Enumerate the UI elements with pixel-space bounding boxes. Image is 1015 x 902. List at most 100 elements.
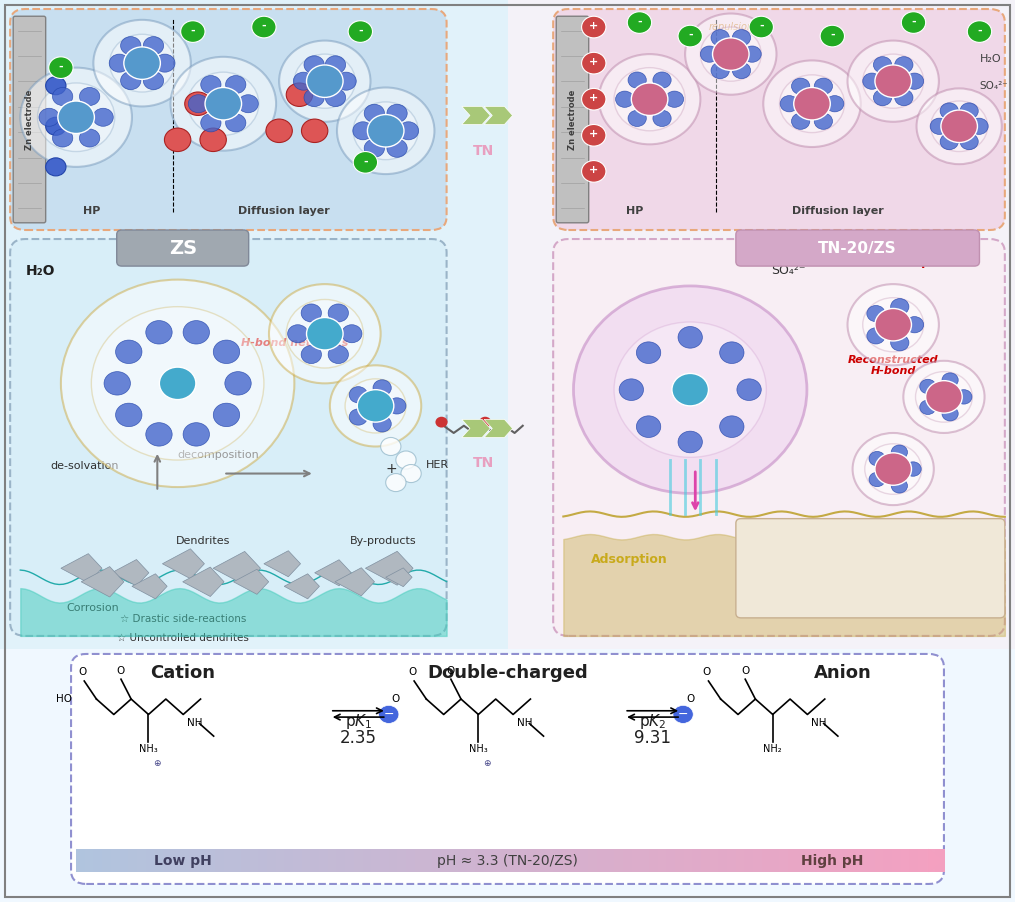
- Circle shape: [743, 46, 761, 62]
- Circle shape: [895, 57, 912, 73]
- Circle shape: [710, 62, 730, 78]
- Circle shape: [46, 117, 66, 135]
- Circle shape: [269, 284, 381, 383]
- Circle shape: [93, 20, 191, 106]
- Circle shape: [225, 76, 246, 94]
- Circle shape: [582, 124, 606, 146]
- Text: TN-20/ZS: TN-20/ZS: [818, 241, 897, 255]
- Bar: [753, 849, 763, 872]
- Circle shape: [388, 398, 406, 414]
- Circle shape: [213, 340, 240, 364]
- Bar: [508, 0, 1015, 649]
- Circle shape: [121, 71, 141, 89]
- Circle shape: [367, 115, 404, 147]
- Text: -: -: [59, 61, 63, 72]
- Circle shape: [875, 308, 911, 341]
- Circle shape: [294, 54, 355, 108]
- Bar: [145, 849, 155, 872]
- Circle shape: [916, 372, 972, 422]
- Circle shape: [940, 103, 958, 119]
- Circle shape: [224, 372, 251, 395]
- Circle shape: [183, 320, 209, 344]
- Circle shape: [960, 133, 978, 150]
- Bar: [397, 849, 407, 872]
- Bar: [293, 849, 302, 872]
- Circle shape: [732, 62, 750, 78]
- Text: decomposition: decomposition: [178, 450, 260, 460]
- Text: 9.31: 9.31: [634, 729, 671, 747]
- Bar: [492, 849, 502, 872]
- Bar: [675, 849, 685, 872]
- Circle shape: [337, 87, 434, 174]
- Bar: [137, 849, 146, 872]
- Circle shape: [287, 325, 308, 343]
- FancyBboxPatch shape: [117, 230, 249, 266]
- Bar: [709, 849, 720, 872]
- Polygon shape: [284, 574, 320, 599]
- Circle shape: [205, 87, 242, 120]
- Text: ☆ (002) oriented growth: ☆ (002) oriented growth: [751, 561, 862, 570]
- Polygon shape: [484, 106, 513, 124]
- Circle shape: [348, 21, 373, 42]
- Text: NH₂: NH₂: [763, 744, 782, 754]
- Circle shape: [763, 60, 861, 147]
- Bar: [640, 849, 650, 872]
- Circle shape: [678, 327, 702, 348]
- Circle shape: [46, 77, 66, 95]
- Circle shape: [891, 445, 907, 459]
- Bar: [337, 849, 346, 872]
- Polygon shape: [81, 566, 124, 597]
- Circle shape: [792, 113, 810, 129]
- Bar: [181, 849, 190, 872]
- Bar: [354, 849, 363, 872]
- Bar: [701, 849, 710, 872]
- Circle shape: [781, 96, 799, 112]
- Bar: [588, 849, 598, 872]
- Circle shape: [614, 322, 766, 457]
- Bar: [553, 849, 563, 872]
- Circle shape: [890, 335, 908, 351]
- Circle shape: [53, 87, 73, 106]
- Circle shape: [353, 122, 374, 140]
- Circle shape: [873, 89, 891, 106]
- Polygon shape: [929, 849, 944, 872]
- Circle shape: [79, 129, 99, 147]
- Circle shape: [189, 95, 209, 113]
- Circle shape: [917, 88, 1002, 164]
- Circle shape: [252, 16, 276, 38]
- Polygon shape: [386, 568, 412, 586]
- Bar: [328, 849, 338, 872]
- Bar: [475, 849, 485, 872]
- Text: NH: NH: [517, 718, 533, 728]
- Circle shape: [435, 417, 448, 428]
- Circle shape: [931, 101, 988, 152]
- Text: O: O: [117, 666, 125, 676]
- Text: repulsion: repulsion: [708, 22, 753, 32]
- Text: SO₄²⁻: SO₄²⁻: [979, 80, 1008, 91]
- Circle shape: [330, 365, 421, 446]
- Bar: [797, 849, 806, 872]
- Circle shape: [582, 52, 606, 74]
- Circle shape: [353, 102, 418, 160]
- Circle shape: [732, 30, 750, 46]
- Circle shape: [673, 705, 693, 723]
- Text: HP: HP: [625, 207, 644, 216]
- Bar: [458, 849, 468, 872]
- Bar: [389, 849, 398, 872]
- Polygon shape: [365, 551, 413, 585]
- Text: O: O: [78, 667, 86, 677]
- Text: ☆ Improved ions transfer: ☆ Improved ions transfer: [751, 530, 865, 539]
- Circle shape: [792, 78, 810, 95]
- Circle shape: [814, 78, 832, 95]
- Text: Cation: Cation: [150, 664, 215, 682]
- Circle shape: [582, 161, 606, 182]
- Text: Double-charged: Double-charged: [427, 664, 588, 682]
- Circle shape: [91, 307, 264, 460]
- Bar: [614, 849, 624, 872]
- Bar: [510, 849, 520, 872]
- Bar: [406, 849, 416, 872]
- Bar: [631, 849, 641, 872]
- Bar: [909, 849, 919, 872]
- Circle shape: [749, 16, 773, 38]
- Bar: [284, 849, 294, 872]
